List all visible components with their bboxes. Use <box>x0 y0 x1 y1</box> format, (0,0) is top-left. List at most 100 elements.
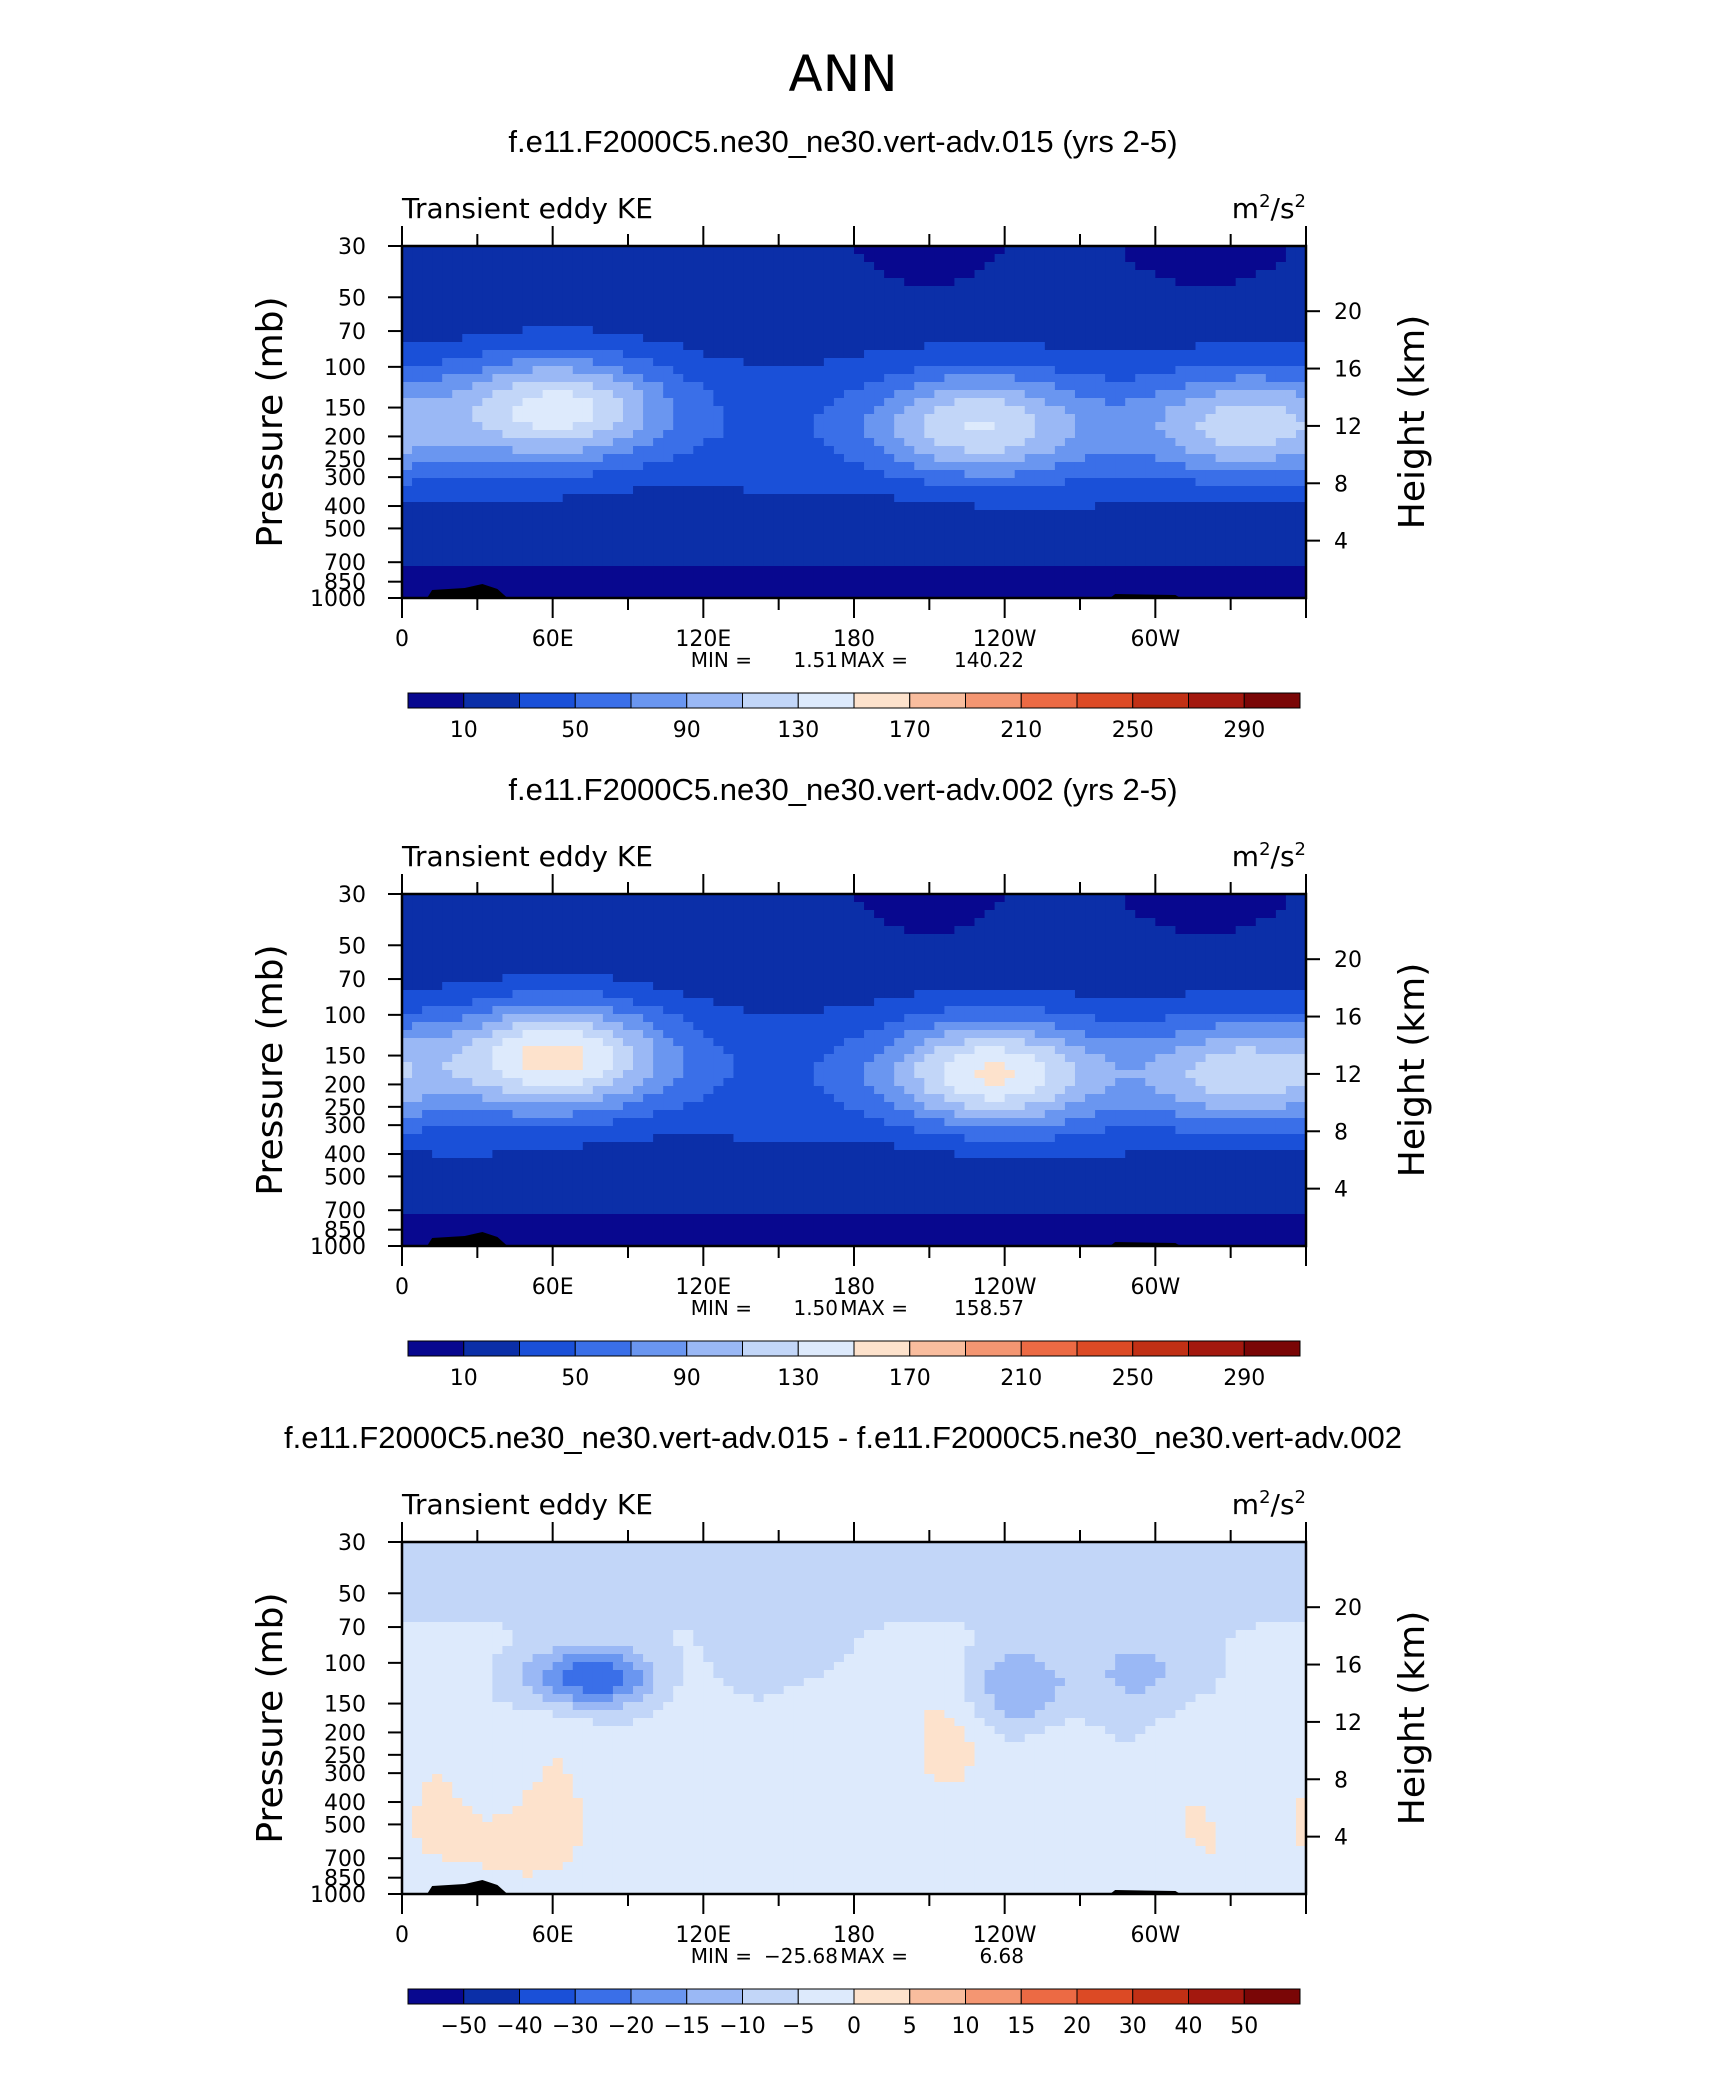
contour-cell <box>1195 430 1207 439</box>
contour-cell <box>402 566 413 575</box>
contour-cell <box>1175 302 1187 311</box>
contour-cell <box>833 270 845 279</box>
contour-cell <box>924 430 936 439</box>
contour-cell <box>633 390 644 399</box>
contour-cell <box>1185 374 1197 383</box>
contour-cell <box>1085 462 1096 471</box>
contour-cell <box>703 590 715 599</box>
contour-cell <box>803 950 815 959</box>
contour-cell <box>874 414 885 423</box>
contour-cell <box>1225 934 1237 943</box>
contour-cell <box>552 430 564 439</box>
contour-cell <box>412 974 423 983</box>
contour-cell <box>432 582 443 591</box>
contour-cell <box>1215 438 1227 447</box>
contour-cell <box>1185 350 1197 359</box>
contour-cell <box>482 286 494 295</box>
contour-cell <box>1095 454 1106 463</box>
contour-cell <box>622 246 634 255</box>
contour-cell <box>833 446 845 455</box>
contour-cell <box>1155 246 1167 255</box>
contour-cell <box>683 894 694 903</box>
contour-cell <box>924 406 936 415</box>
contour-cell <box>864 918 875 927</box>
contour-cell <box>1215 526 1227 535</box>
contour-cell <box>1064 966 1076 975</box>
contour-cell <box>803 502 815 511</box>
contour-cell <box>582 334 594 343</box>
contour-cell <box>452 918 463 927</box>
contour-cell <box>1044 302 1056 311</box>
contour-cell <box>532 414 544 423</box>
contour-cell <box>402 398 413 407</box>
contour-cell <box>622 958 634 967</box>
contour-cell <box>793 318 805 327</box>
contour-cell <box>904 966 915 975</box>
contour-cell <box>1285 326 1297 335</box>
contour-cell <box>1125 374 1136 383</box>
contour-cell <box>582 302 594 311</box>
contour-cell <box>1135 478 1146 487</box>
contour-cell <box>1115 350 1126 359</box>
contour-cell <box>442 438 453 447</box>
contour-cell <box>1295 470 1307 479</box>
contour-cell <box>793 366 805 375</box>
contour-cell <box>874 270 885 279</box>
contour-cell <box>1014 542 1026 551</box>
contour-cell <box>1034 318 1046 327</box>
contour-cell <box>843 958 855 967</box>
contour-cell <box>412 334 423 343</box>
contour-cell <box>1285 270 1297 279</box>
contour-cell <box>1225 558 1237 567</box>
units-label: m2/s2 <box>1232 191 1306 225</box>
contour-cell <box>592 318 604 327</box>
contour-cell <box>562 374 574 383</box>
contour-cell <box>854 398 865 407</box>
contour-cell <box>592 438 604 447</box>
contour-cell <box>763 574 775 583</box>
contour-cell <box>944 254 956 263</box>
contour-cell <box>532 254 544 263</box>
contour-cell <box>582 918 594 927</box>
contour-cell <box>733 302 745 311</box>
contour-cell <box>733 542 745 551</box>
contour-cell <box>532 350 544 359</box>
contour-cell <box>723 430 735 439</box>
contour-cell <box>1064 958 1076 967</box>
contour-cell <box>472 390 484 399</box>
contour-cell <box>612 894 624 903</box>
contour-field <box>402 894 1307 1247</box>
contour-cell <box>643 478 654 487</box>
contour-cell <box>823 518 835 527</box>
contour-cell <box>1235 486 1247 495</box>
contour-cell <box>1255 966 1267 975</box>
contour-cell <box>492 342 504 351</box>
contour-cell <box>402 550 413 559</box>
contour-cell <box>894 574 905 583</box>
contour-cell <box>412 278 423 287</box>
contour-cell <box>1105 534 1116 543</box>
contour-cell <box>934 534 946 543</box>
contour-cell <box>522 590 534 599</box>
contour-cell <box>924 302 936 311</box>
contour-cell <box>803 350 815 359</box>
contour-cell <box>1185 958 1197 967</box>
contour-cell <box>703 414 715 423</box>
contour-cell <box>733 326 745 335</box>
contour-cell <box>422 550 433 559</box>
contour-cell <box>1014 486 1026 495</box>
contour-cell <box>402 478 413 487</box>
contour-cell <box>1245 894 1257 903</box>
contour-cell <box>793 942 805 951</box>
contour-cell <box>673 574 684 583</box>
contour-cell <box>723 318 735 327</box>
colorbar-segment <box>1188 692 1245 709</box>
contour-cell <box>964 350 976 359</box>
contour-cell <box>643 910 654 919</box>
contour-cell <box>572 270 584 279</box>
contour-cell <box>884 590 895 599</box>
contour-cell <box>502 334 514 343</box>
contour-cell <box>864 254 875 263</box>
contour-cell <box>532 590 544 599</box>
contour-cell <box>904 254 915 263</box>
